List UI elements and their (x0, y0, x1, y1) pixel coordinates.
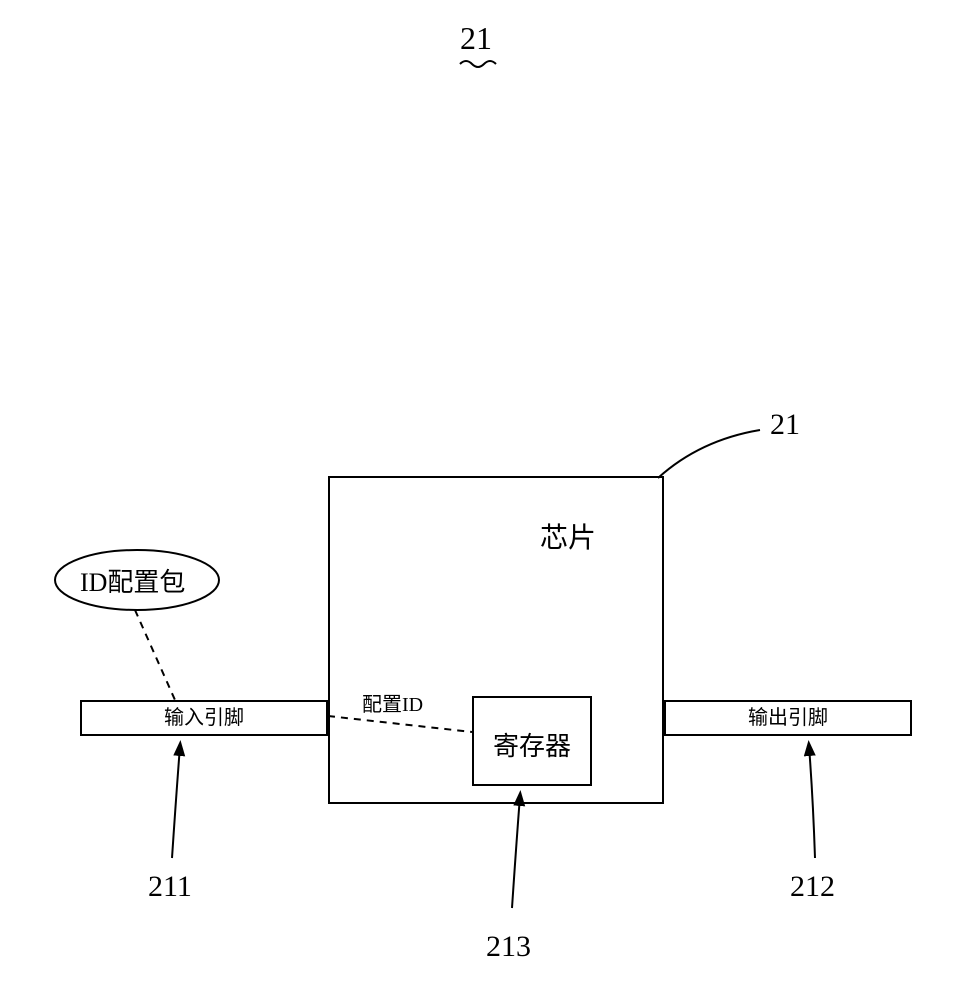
input-pin-box: 输入引脚 (80, 700, 328, 736)
input-pin-label: 输入引脚 (164, 707, 244, 729)
config-id-label: 配置ID (362, 688, 423, 717)
ref-211-leader (160, 738, 200, 868)
register-box: 寄存器 (472, 696, 592, 786)
ref-213: 213 (486, 930, 531, 964)
output-pin-label: 输出引脚 (748, 707, 828, 729)
ref-213-leader (500, 788, 540, 918)
ref-21-leader (640, 420, 780, 500)
output-pin-box: 输出引脚 (664, 700, 912, 736)
chip-label: 芯片 (540, 516, 596, 556)
ref-212-leader (795, 738, 835, 868)
figure-label-squiggle (458, 56, 498, 70)
register-label: 寄存器 (493, 726, 571, 763)
ref-211: 211 (148, 870, 192, 904)
ref-21: 21 (770, 408, 800, 442)
id-packet-to-input-dash (125, 610, 185, 705)
figure-label: 21 (460, 20, 492, 57)
id-packet-label: ID配置包 (80, 562, 185, 599)
ref-212: 212 (790, 870, 835, 904)
